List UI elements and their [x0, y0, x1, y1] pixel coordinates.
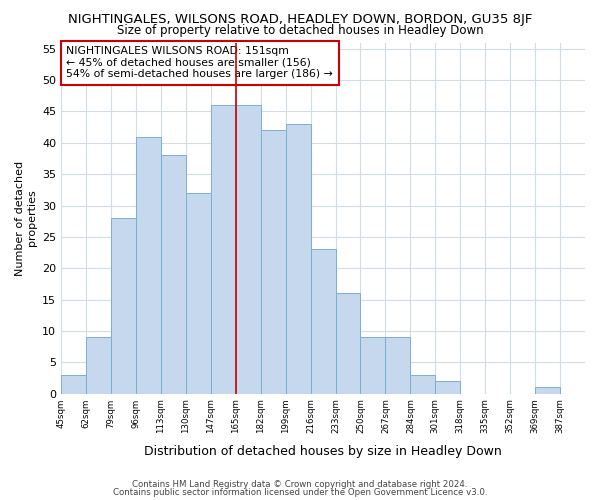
- Text: NIGHTINGALES WILSONS ROAD: 151sqm
← 45% of detached houses are smaller (156)
54%: NIGHTINGALES WILSONS ROAD: 151sqm ← 45% …: [67, 46, 333, 79]
- Bar: [136, 136, 161, 394]
- Text: NIGHTINGALES, WILSONS ROAD, HEADLEY DOWN, BORDON, GU35 8JF: NIGHTINGALES, WILSONS ROAD, HEADLEY DOWN…: [68, 12, 532, 26]
- Bar: [361, 337, 385, 394]
- Bar: [236, 105, 261, 394]
- Bar: [161, 156, 186, 394]
- Bar: [211, 105, 236, 394]
- Bar: [535, 388, 560, 394]
- Bar: [311, 250, 335, 394]
- Text: Contains public sector information licensed under the Open Government Licence v3: Contains public sector information licen…: [113, 488, 487, 497]
- Bar: [111, 218, 136, 394]
- Text: Size of property relative to detached houses in Headley Down: Size of property relative to detached ho…: [116, 24, 484, 37]
- Bar: [436, 381, 460, 394]
- Bar: [261, 130, 286, 394]
- Bar: [86, 337, 111, 394]
- Bar: [186, 193, 211, 394]
- Bar: [286, 124, 311, 394]
- Bar: [61, 375, 86, 394]
- Bar: [410, 375, 436, 394]
- Y-axis label: Number of detached
properties: Number of detached properties: [15, 160, 37, 276]
- Bar: [385, 337, 410, 394]
- Text: Contains HM Land Registry data © Crown copyright and database right 2024.: Contains HM Land Registry data © Crown c…: [132, 480, 468, 489]
- Bar: [335, 294, 361, 394]
- X-axis label: Distribution of detached houses by size in Headley Down: Distribution of detached houses by size …: [144, 444, 502, 458]
